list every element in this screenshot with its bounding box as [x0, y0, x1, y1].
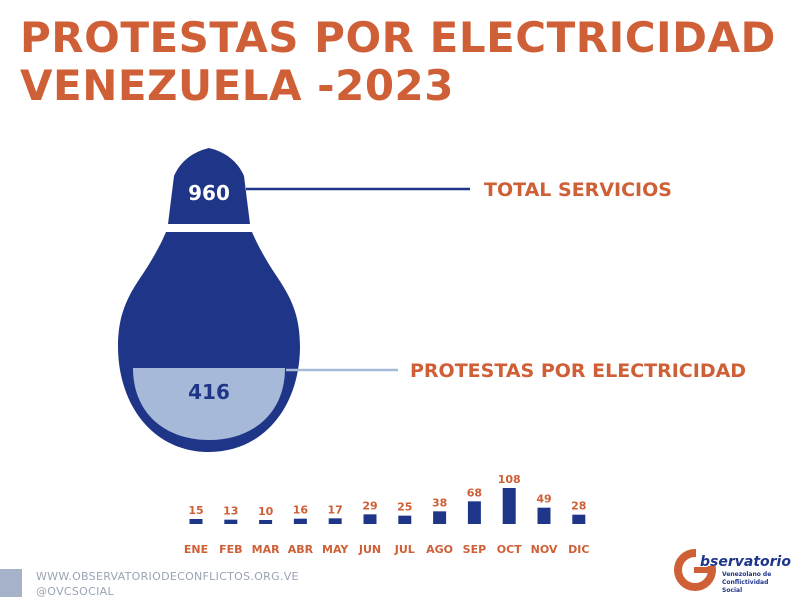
bulb-fill-protestas: [133, 368, 285, 440]
value-total: 960: [188, 181, 230, 205]
logo-name: bservatorio: [700, 554, 791, 570]
bar-value-feb: 13: [223, 505, 238, 518]
ovcs-logo-g-icon: [674, 546, 720, 591]
footer-square: [0, 569, 22, 597]
bar-value-abr: 16: [293, 504, 309, 517]
footer-social[interactable]: @OVCSOCIAL: [36, 585, 114, 598]
month-label-mar: MAR: [252, 543, 280, 556]
logo-subtitle: Venezolano de Conflictividad Social: [722, 571, 772, 594]
bar-value-nov: 49: [536, 493, 551, 506]
ovcs-logo: bservatorio Venezolano de Conflictividad…: [674, 546, 791, 596]
bulb-cap: [168, 148, 250, 224]
label-total-servicios: TOTAL SERVICIOS: [484, 179, 672, 201]
bar-value-oct: 108: [498, 473, 521, 486]
bar-value-jul: 25: [397, 501, 412, 514]
month-label-may: MAY: [322, 543, 349, 556]
bar-jul: [398, 515, 412, 524]
month-label-jun: JUN: [358, 543, 381, 556]
bar-value-jun: 29: [362, 499, 377, 512]
label-protestas: PROTESTAS POR ELECTRICIDAD: [410, 360, 747, 382]
bar-value-may: 17: [328, 503, 343, 516]
footer: WWW.OBSERVATORIODECONFLICTOS.ORG.VE @OVC…: [36, 569, 299, 599]
month-label-oct: OCT: [497, 543, 522, 556]
month-label-feb: FEB: [219, 543, 242, 556]
value-protestas: 416: [188, 380, 230, 404]
bar-value-ago: 38: [432, 496, 447, 509]
bar-value-sep: 68: [467, 486, 482, 499]
title-line-1: PROTESTAS POR ELECTRICIDAD: [20, 13, 776, 62]
month-label-abr: ABR: [288, 543, 314, 556]
bar-ene: [189, 519, 203, 524]
title-line-2: VENEZUELA -2023: [20, 61, 455, 110]
bar-value-dic: 28: [571, 500, 586, 513]
bar-may: [328, 518, 342, 524]
bar-nov: [537, 507, 551, 524]
bar-oct: [502, 488, 516, 524]
bar-jun: [363, 514, 377, 524]
month-label-nov: NOV: [531, 543, 558, 556]
bar-abr: [293, 518, 307, 524]
bar-value-ene: 15: [188, 504, 203, 517]
bar-dic: [572, 514, 586, 524]
month-label-dic: DIC: [568, 543, 589, 556]
bar-value-mar: 10: [258, 505, 274, 518]
bar-mar: [259, 520, 273, 524]
bar-sep: [467, 501, 481, 524]
month-label-sep: SEP: [463, 543, 487, 556]
footer-website[interactable]: WWW.OBSERVATORIODECONFLICTOS.ORG.VE: [36, 570, 299, 583]
bar-ago: [433, 511, 447, 524]
bar-feb: [224, 519, 238, 524]
month-label-jul: JUL: [394, 543, 415, 556]
month-label-ene: ENE: [184, 543, 208, 556]
month-label-ago: AGO: [426, 543, 453, 556]
chart-title: PROTESTAS POR ELECTRICIDAD VENEZUELA -20…: [20, 14, 776, 110]
